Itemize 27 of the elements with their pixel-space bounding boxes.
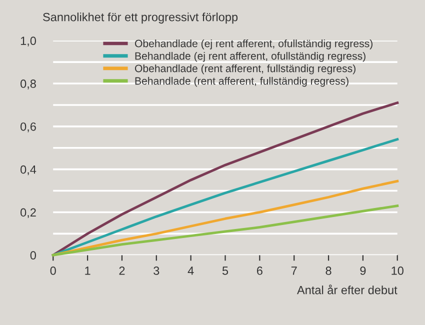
line-series [52,102,399,256]
legend-label: Behandlade (rent afferent, fullständig regress) [135,76,348,87]
x-tick-label: 10 [392,266,404,275]
line-series [52,204,399,256]
x-tick-label: 9 [360,266,366,275]
x-tick-label: 5 [222,266,228,275]
legend-label: Obehandlade (ej rent afferent, ofullständig regress) [134,39,372,50]
x-tick-label: 6 [256,266,262,275]
x-tick-label: 0 [50,266,56,275]
x-tick-label: 7 [291,266,297,275]
line-series [52,180,399,256]
x-tick-label: 2 [119,266,125,275]
y-tick-label: 0,8 [20,80,36,90]
x-tick-label: 1 [85,266,90,275]
x-tick-label: 3 [154,266,160,275]
y-tick-label: 1,0 [20,36,36,46]
legend-label: Obehandlade (rent afferent, fullständig regress) [134,64,356,74]
y-tick-label: 0,4 [20,165,36,176]
chart-title: Sannolikhet för ett progressivt förlopp [43,12,238,24]
legend-label: Behandlade (ej rent afferent, ofullständig regress) [135,52,366,62]
line-series [52,138,399,256]
y-tick-label: 0,2 [20,208,36,218]
y-tick-label: 0,6 [20,122,36,132]
x-tick-label: 8 [326,266,332,275]
y-tick-label: 0 [30,251,36,260]
x-tick-label: 4 [188,266,194,275]
x-axis-title: Antal år efter debut [296,284,398,294]
